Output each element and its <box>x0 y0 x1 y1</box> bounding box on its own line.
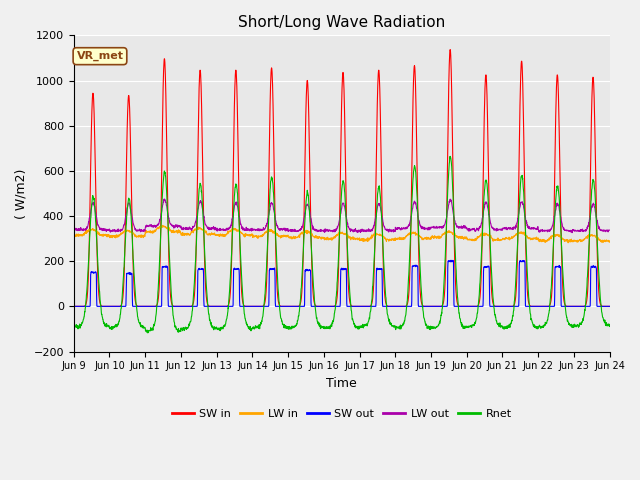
LW out <box>568 230 576 236</box>
LW in <box>159 222 166 228</box>
Legend: SW in, LW in, SW out, LW out, Rnet: SW in, LW in, SW out, LW out, Rnet <box>167 405 516 423</box>
LW out <box>369 226 377 232</box>
Rnet <box>605 324 613 329</box>
X-axis label: Time: Time <box>326 377 357 390</box>
Line: Rnet: Rnet <box>74 156 609 333</box>
SW out <box>357 303 365 309</box>
Rnet <box>144 330 152 336</box>
SW out <box>369 303 376 309</box>
LW out <box>220 228 227 233</box>
LW out <box>70 228 77 233</box>
SW out <box>559 303 566 309</box>
Rnet <box>369 283 377 289</box>
Title: Short/Long Wave Radiation: Short/Long Wave Radiation <box>238 15 445 30</box>
Rnet <box>447 154 454 159</box>
Rnet <box>498 323 506 329</box>
SW in <box>70 303 77 309</box>
LW out <box>497 227 505 232</box>
LW in <box>573 238 581 243</box>
LW out <box>357 227 365 232</box>
SW in <box>369 297 376 302</box>
SW out <box>220 303 227 309</box>
Rnet <box>70 324 77 330</box>
Line: LW in: LW in <box>74 225 609 243</box>
SW in <box>220 303 227 309</box>
SW out <box>497 303 505 309</box>
LW out <box>559 223 566 229</box>
LW out <box>605 227 613 233</box>
LW out <box>160 196 168 202</box>
LW in <box>559 236 566 241</box>
Rnet <box>220 324 227 330</box>
LW in <box>497 237 505 243</box>
SW in <box>605 303 613 309</box>
LW in <box>220 232 227 238</box>
SW in <box>573 303 581 309</box>
SW in <box>447 47 454 52</box>
Line: SW in: SW in <box>74 49 609 306</box>
Line: LW out: LW out <box>74 199 609 233</box>
SW in <box>357 303 365 309</box>
LW in <box>369 234 377 240</box>
Rnet <box>573 323 581 329</box>
Rnet <box>357 324 365 330</box>
LW out <box>573 228 581 233</box>
SW out <box>70 303 77 309</box>
SW in <box>559 277 566 283</box>
LW in <box>357 236 365 241</box>
Rnet <box>559 266 566 272</box>
SW out <box>605 303 613 309</box>
LW in <box>70 233 77 239</box>
Line: SW out: SW out <box>74 260 609 306</box>
Y-axis label: ( W/m2): ( W/m2) <box>15 168 28 218</box>
SW out <box>447 257 455 263</box>
SW out <box>573 303 581 309</box>
LW in <box>564 240 572 246</box>
LW in <box>605 239 613 245</box>
SW in <box>497 303 505 309</box>
Text: VR_met: VR_met <box>76 51 124 61</box>
